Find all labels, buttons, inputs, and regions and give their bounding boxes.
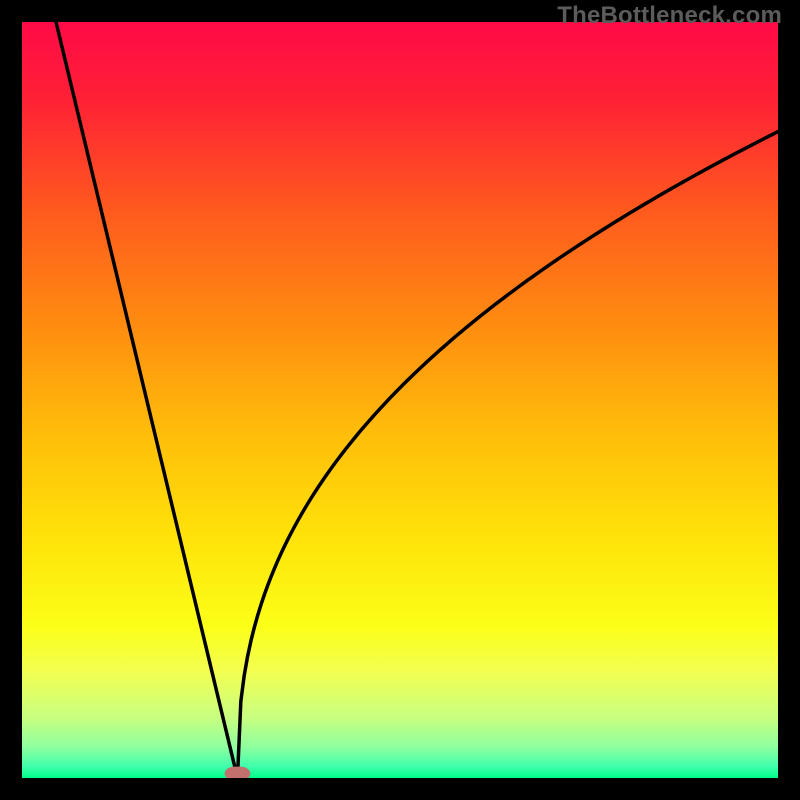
plot-area bbox=[22, 22, 778, 778]
watermark-text: TheBottleneck.com bbox=[557, 2, 782, 30]
chart-frame: TheBottleneck.com bbox=[0, 0, 800, 800]
chart-background bbox=[22, 22, 778, 778]
optimal-point-marker bbox=[225, 767, 251, 778]
